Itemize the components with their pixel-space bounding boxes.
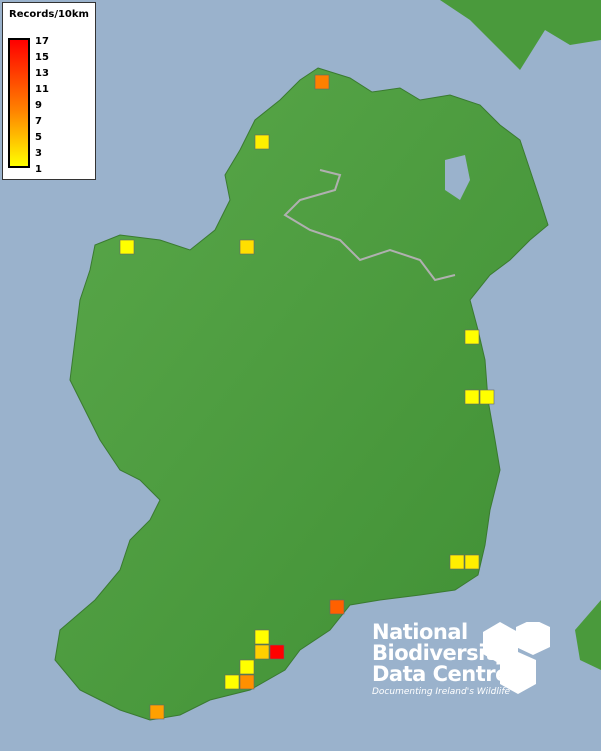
- record-squares: [119, 74, 495, 720]
- logo-line-1: National: [372, 620, 468, 644]
- record-square[interactable]: [314, 74, 330, 90]
- record-square[interactable]: [254, 644, 270, 660]
- nbdc-logo: National Biodiversity Data Centre Docume…: [372, 620, 511, 698]
- seahorse-icon: [500, 652, 536, 694]
- legend-tick-label: 3: [35, 148, 42, 159]
- record-square[interactable]: [239, 659, 255, 675]
- logo-line-2: Biodiversity: [372, 641, 508, 665]
- ireland-landmass: [54, 67, 549, 721]
- record-square[interactable]: [239, 674, 255, 690]
- record-square[interactable]: [329, 599, 345, 615]
- legend: Records/10km 17 15 13 11 9 7 5 3 1: [2, 2, 96, 180]
- butterfly-icon: [516, 622, 550, 655]
- logo-tagline: Documenting Ireland's Wildlife: [372, 687, 511, 697]
- legend-title: Records/10km: [9, 9, 89, 20]
- tree-icon: [483, 622, 518, 664]
- record-square[interactable]: [224, 674, 240, 690]
- record-square[interactable]: [119, 239, 135, 255]
- legend-tick-label: 5: [35, 132, 42, 143]
- record-square[interactable]: [449, 554, 465, 570]
- record-square[interactable]: [464, 554, 480, 570]
- wales-landmass: [575, 600, 601, 670]
- legend-tick-label: 9: [35, 100, 42, 111]
- record-square[interactable]: [254, 629, 270, 645]
- legend-tick-label: 7: [35, 116, 42, 127]
- record-square[interactable]: [269, 644, 285, 660]
- color-scale-bar: [8, 38, 30, 168]
- lough-neagh: [445, 155, 470, 200]
- legend-tick-label: 1: [35, 164, 42, 175]
- logo-line-3: Data Centre: [372, 662, 509, 686]
- legend-tick-label: 13: [35, 68, 49, 79]
- record-square[interactable]: [464, 329, 480, 345]
- logo-hexagon-icons: [483, 622, 550, 694]
- record-square[interactable]: [149, 704, 165, 720]
- record-square[interactable]: [239, 239, 255, 255]
- legend-tick-label: 11: [35, 84, 49, 95]
- legend-tick-label: 17: [35, 36, 49, 47]
- record-square[interactable]: [464, 389, 480, 405]
- scotland-landmass: [440, 0, 601, 70]
- legend-tick-label: 15: [35, 52, 49, 63]
- border-line: [283, 169, 456, 282]
- record-square[interactable]: [254, 134, 270, 150]
- record-square[interactable]: [479, 389, 495, 405]
